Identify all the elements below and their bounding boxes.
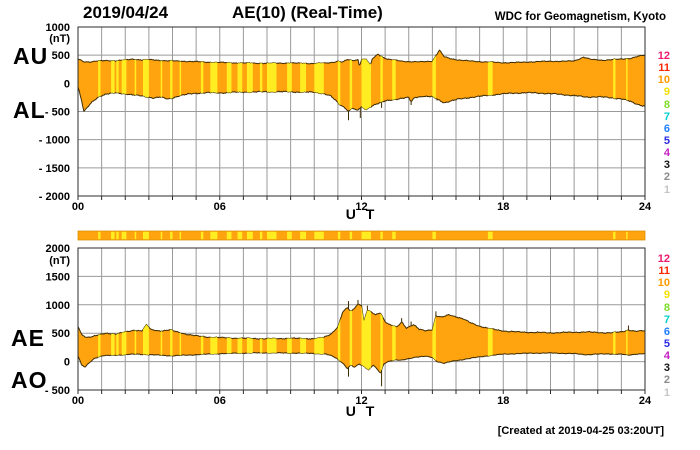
legend-item-3: 3 <box>663 362 670 375</box>
svg-text:- 1500: - 1500 <box>39 163 70 175</box>
legend-item-9: 9 <box>663 289 670 302</box>
spike-lines <box>348 299 629 387</box>
svg-text:- 2000: - 2000 <box>39 191 70 203</box>
legend-item-6: 6 <box>663 325 670 338</box>
svg-text:06: 06 <box>214 201 226 213</box>
legend-item-3: 3 <box>663 159 670 172</box>
legend-item-11: 11 <box>658 62 670 75</box>
legend-item-7: 7 <box>663 110 670 123</box>
plot-title: AE(10) (Real-Time) <box>232 3 383 22</box>
created-timestamp: [Created at 2019-04-25 03:20UT] <box>497 425 664 437</box>
legend-item-5: 5 <box>663 134 670 147</box>
legend-item-12: 12 <box>657 50 670 62</box>
unit-label-top: (nT) <box>49 33 70 45</box>
legend-item-5: 5 <box>663 337 670 350</box>
svg-text:00: 00 <box>72 201 84 213</box>
svg-text:00: 00 <box>72 395 84 407</box>
x-axis-label-top: U T <box>345 206 378 222</box>
legend-item-6: 6 <box>663 122 670 135</box>
legend-item-7: 7 <box>663 313 670 326</box>
label-ae: AE <box>11 325 45 351</box>
axis-ticks <box>77 390 646 394</box>
spike-lines <box>348 99 438 121</box>
svg-text:500: 500 <box>52 50 70 62</box>
legend-item-10: 10 <box>657 74 670 87</box>
svg-text:12: 12 <box>355 201 367 213</box>
axis-ticks <box>77 196 646 200</box>
svg-text:500: 500 <box>52 328 70 340</box>
legend-item-11: 11 <box>658 265 670 278</box>
stripe-overlay <box>98 304 628 373</box>
x-axis-label-bottom: U T <box>345 403 378 419</box>
svg-text:06: 06 <box>214 395 226 407</box>
svg-text:24: 24 <box>639 201 652 213</box>
svg-text:18: 18 <box>497 395 509 407</box>
svg-text:0: 0 <box>64 357 70 369</box>
label-ao: AO <box>11 367 48 393</box>
legend-item-2: 2 <box>663 171 670 184</box>
org-credit: WDC for Geomagnetism, Kyoto <box>494 11 666 23</box>
label-au: AU <box>13 43 49 69</box>
station-count-legend-top: 12 11 10 9 8 7 6 5 4 3 2 1 <box>644 50 670 196</box>
legend-item-10: 10 <box>657 277 670 290</box>
date-title: 2019/04/24 <box>83 3 169 22</box>
svg-text:12: 12 <box>355 395 367 407</box>
svg-text:1000: 1000 <box>46 22 70 34</box>
legend-item-1: 1 <box>663 183 670 196</box>
svg-text:18: 18 <box>497 201 509 213</box>
grid <box>78 26 645 197</box>
legend-item-8: 8 <box>663 98 670 111</box>
legend-item-12: 12 <box>657 253 670 265</box>
station-coverage-strip <box>77 230 646 241</box>
svg-text:24: 24 <box>639 395 652 407</box>
unit-label-bottom: (nT) <box>49 255 70 267</box>
label-al: AL <box>13 97 46 123</box>
stripe-overlay <box>98 50 628 112</box>
svg-text:2000: 2000 <box>46 243 70 255</box>
svg-text:1500: 1500 <box>46 271 70 283</box>
legend-item-4: 4 <box>663 147 670 160</box>
legend-item-2: 2 <box>663 374 670 387</box>
station-count-legend-bottom: 12 11 10 9 8 7 6 5 4 3 2 1 <box>644 253 670 399</box>
svg-text:- 1000: - 1000 <box>39 135 70 147</box>
svg-text:0: 0 <box>64 78 70 90</box>
legend-item-4: 4 <box>663 350 670 363</box>
svg-text:- 500: - 500 <box>45 107 70 119</box>
legend-item-8: 8 <box>663 301 670 314</box>
legend-item-1: 1 <box>663 386 670 399</box>
legend-item-9: 9 <box>663 86 670 99</box>
svg-text:1000: 1000 <box>46 300 70 312</box>
svg-text:- 500: - 500 <box>45 385 70 397</box>
